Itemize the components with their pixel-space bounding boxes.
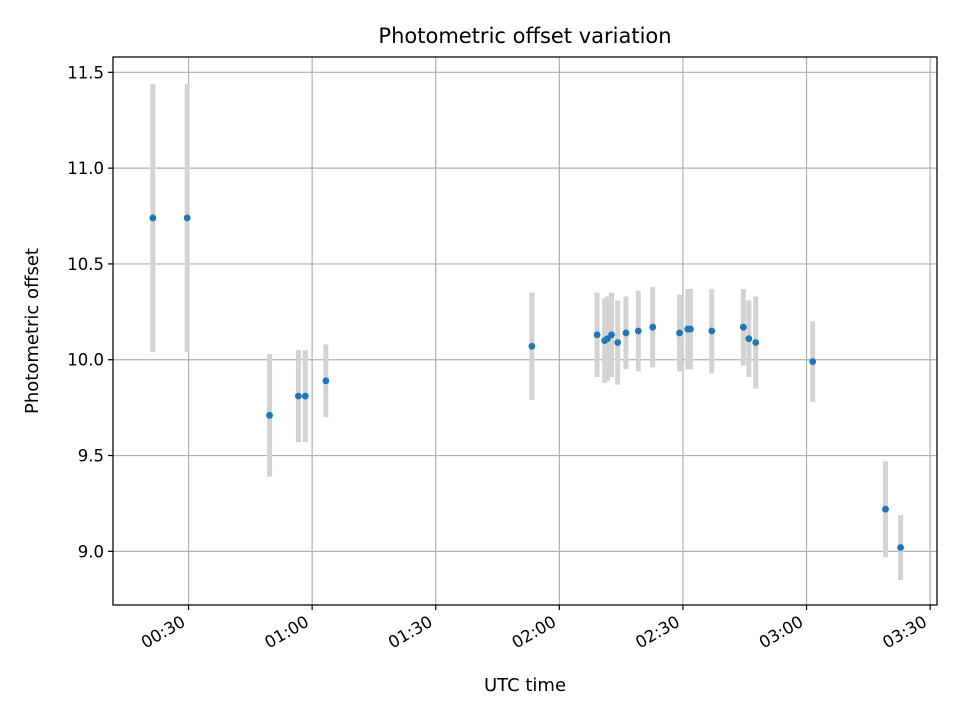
data-point — [322, 377, 330, 385]
grid-lines — [113, 57, 937, 605]
data-point — [739, 323, 747, 331]
data-point — [266, 411, 273, 419]
y-tick-label: 9.0 — [78, 542, 104, 561]
chart-title: Photometric offset variation — [378, 24, 671, 48]
data-point — [809, 358, 817, 366]
data-point — [593, 331, 601, 339]
plot-frame — [112, 56, 938, 606]
data-point — [608, 331, 615, 339]
data-markers — [149, 214, 905, 551]
y-tick-label: 11.0 — [67, 159, 104, 178]
y-tick-label: 10.0 — [67, 351, 104, 370]
data-point — [745, 335, 753, 343]
data-point — [528, 342, 536, 350]
data-point — [649, 323, 657, 331]
data-point — [614, 339, 622, 346]
y-axis-ticks: 9.0 9.5 10.0 10.5 11.0 11.5 — [67, 63, 113, 561]
data-point — [882, 505, 889, 513]
data-point — [752, 339, 760, 346]
data-point — [622, 329, 630, 337]
data-point — [295, 392, 302, 400]
data-point — [634, 327, 642, 335]
y-tick-label: 11.5 — [67, 63, 104, 82]
data-point — [708, 327, 716, 335]
y-tick-label: 9.5 — [78, 447, 104, 466]
y-axis-label: Photometric offset — [22, 248, 43, 414]
data-point — [897, 544, 905, 551]
y-tick-label: 10.5 — [67, 255, 104, 274]
data-point — [676, 329, 683, 337]
data-point — [183, 214, 191, 222]
data-point — [149, 214, 157, 222]
x-axis-label: UTC time — [484, 675, 566, 696]
data-point — [301, 392, 309, 400]
data-point — [687, 325, 694, 333]
